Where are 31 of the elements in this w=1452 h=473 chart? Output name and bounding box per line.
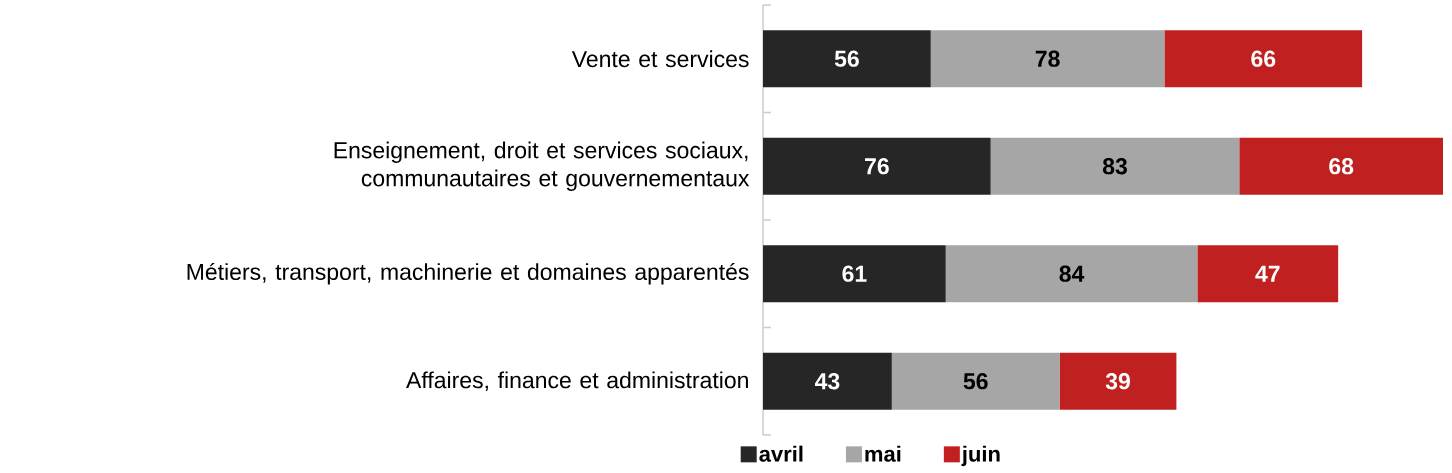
bar [930, 30, 1165, 88]
bar [891, 352, 1060, 410]
data-label: 61 [842, 265, 867, 282]
legend-label: mai [865, 445, 901, 462]
bar [763, 137, 991, 195]
data-label: 84 [1059, 265, 1085, 282]
bar [990, 137, 1240, 195]
y-tick-label: Métiers, transport, machinerie et domaines apparentés [187, 262, 749, 285]
data-label: 47 [1255, 265, 1280, 282]
data-label: 68 [1329, 158, 1354, 175]
bar [763, 245, 946, 303]
data-label: 56 [834, 50, 859, 67]
data-label: 39 [1105, 373, 1130, 390]
legend-label: juin [961, 445, 1000, 467]
bar [763, 352, 892, 410]
data-label: 66 [1251, 50, 1276, 67]
y-tick-label: Vente et services [571, 50, 749, 68]
bar [945, 245, 1198, 303]
data-label: 83 [1102, 158, 1127, 175]
data-label: 78 [1035, 50, 1060, 67]
data-label: 56 [963, 373, 988, 390]
y-tick-label: Enseignement, droit et services sociaux, communautaires et gouvernementaux [334, 141, 750, 191]
y-tick-label: Affaires, finance et administration [406, 371, 748, 392]
bar [763, 30, 931, 88]
bar [1239, 137, 1444, 195]
bar [1164, 30, 1363, 88]
bar [1059, 352, 1177, 410]
legend-label: avril [759, 445, 803, 462]
data-label: 43 [814, 373, 840, 390]
data-label: 76 [865, 158, 889, 175]
bar [1197, 245, 1339, 303]
